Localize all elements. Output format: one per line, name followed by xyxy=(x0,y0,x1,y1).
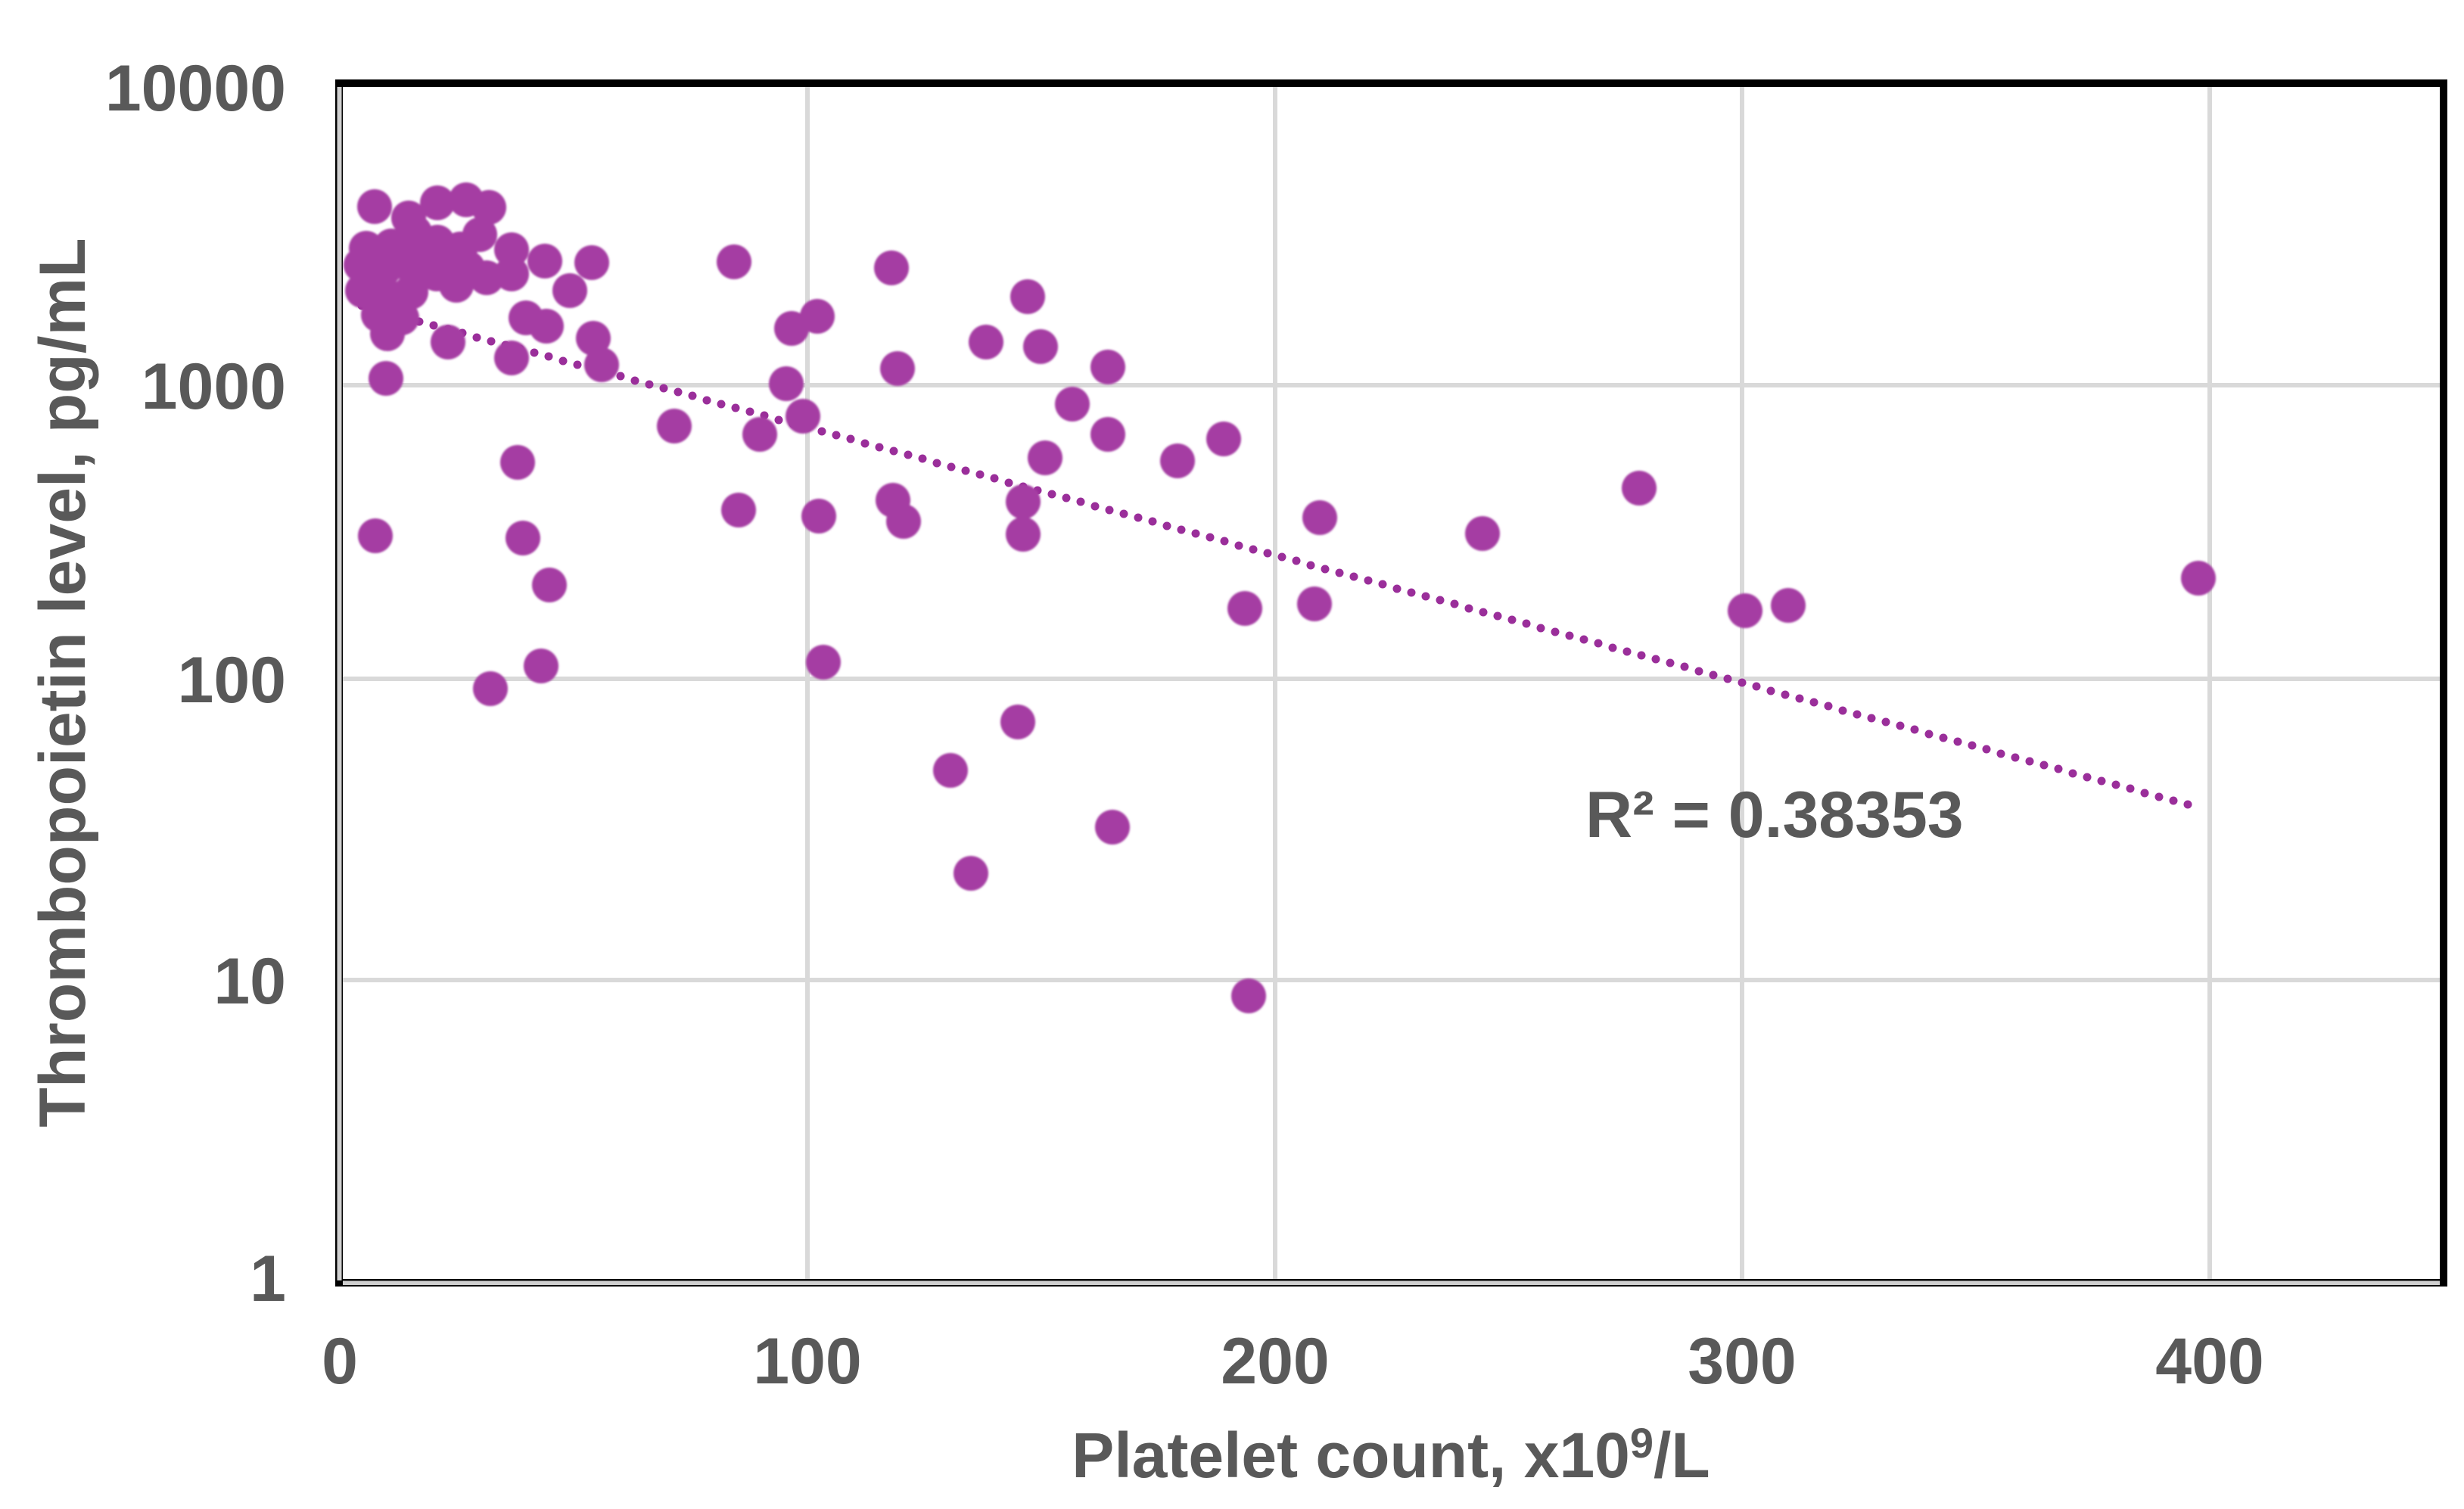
svg-text:100: 100 xyxy=(753,1325,862,1398)
svg-text:300: 300 xyxy=(1688,1325,1797,1398)
svg-text:200: 200 xyxy=(1221,1325,1330,1398)
svg-text:1000: 1000 xyxy=(142,350,286,423)
svg-text:Thrombopoietin level, pg/mL: Thrombopoietin level, pg/mL xyxy=(26,238,99,1127)
svg-text:100: 100 xyxy=(178,644,287,717)
svg-text:Platelet count, x109/L: Platelet count, x109/L xyxy=(1072,1419,1710,1491)
svg-text:0: 0 xyxy=(322,1325,358,1398)
svg-text:10000: 10000 xyxy=(105,52,286,125)
svg-text:10: 10 xyxy=(213,945,286,1018)
svg-text:400: 400 xyxy=(2155,1325,2264,1398)
svg-text:R² = 0.38353: R² = 0.38353 xyxy=(1585,779,1964,851)
svg-text:1: 1 xyxy=(250,1243,286,1315)
